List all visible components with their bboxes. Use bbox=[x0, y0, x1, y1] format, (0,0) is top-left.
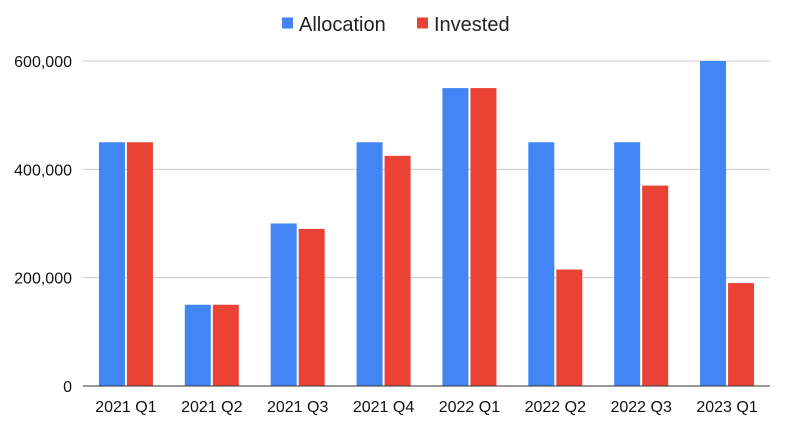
category-group bbox=[270, 223, 325, 386]
axes: 0 200,000 400,000 600,000 2021 Q1 2021 Q2 2021… bbox=[14, 54, 770, 416]
category-group bbox=[356, 142, 411, 386]
bar-invested bbox=[298, 228, 325, 386]
bars bbox=[98, 61, 755, 386]
x-tick-label: 2022 Q2 bbox=[525, 399, 586, 416]
bar-allocation bbox=[98, 142, 125, 386]
category-group bbox=[442, 88, 497, 386]
bar-allocation bbox=[700, 61, 727, 386]
y-tick-label: 200,000 bbox=[14, 271, 72, 288]
x-tick-label: 2021 Q1 bbox=[95, 399, 156, 416]
legend: Allocation Invested bbox=[282, 14, 510, 36]
bar-allocation bbox=[528, 142, 555, 386]
x-tick-label: 2021 Q4 bbox=[353, 399, 414, 416]
x-tick-label: 2022 Q1 bbox=[439, 399, 500, 416]
x-tick-label: 2021 Q2 bbox=[181, 399, 242, 416]
x-tick-label: 2022 Q3 bbox=[610, 399, 671, 416]
bar-invested bbox=[384, 155, 411, 386]
category-group bbox=[528, 142, 583, 386]
bar-invested bbox=[556, 269, 583, 386]
bar-allocation bbox=[442, 88, 469, 386]
legend-label: Allocation bbox=[299, 14, 386, 36]
bar-allocation bbox=[356, 142, 383, 386]
bar-invested bbox=[728, 283, 755, 386]
bar-allocation bbox=[270, 223, 297, 386]
category-group bbox=[98, 142, 153, 386]
bar-invested bbox=[642, 185, 669, 386]
bar-invested bbox=[470, 88, 497, 386]
legend-label: Invested bbox=[434, 14, 510, 36]
category-group bbox=[614, 142, 669, 386]
legend-item-allocation: Allocation bbox=[282, 14, 386, 36]
y-tick-label: 0 bbox=[63, 379, 72, 396]
legend-item-invested: Invested bbox=[417, 14, 510, 36]
category-group bbox=[700, 61, 755, 386]
bar-invested bbox=[126, 142, 153, 386]
legend-swatch bbox=[282, 17, 293, 29]
bar-allocation bbox=[614, 142, 641, 386]
y-tick-label: 600,000 bbox=[14, 54, 72, 71]
y-tick-label: 400,000 bbox=[14, 162, 72, 179]
category-group bbox=[184, 304, 239, 386]
x-tick-label: 2021 Q3 bbox=[267, 399, 328, 416]
x-tick-label: 2023 Q1 bbox=[696, 399, 757, 416]
bar-invested bbox=[212, 304, 239, 386]
legend-swatch bbox=[417, 17, 428, 29]
bar-allocation bbox=[184, 304, 211, 386]
